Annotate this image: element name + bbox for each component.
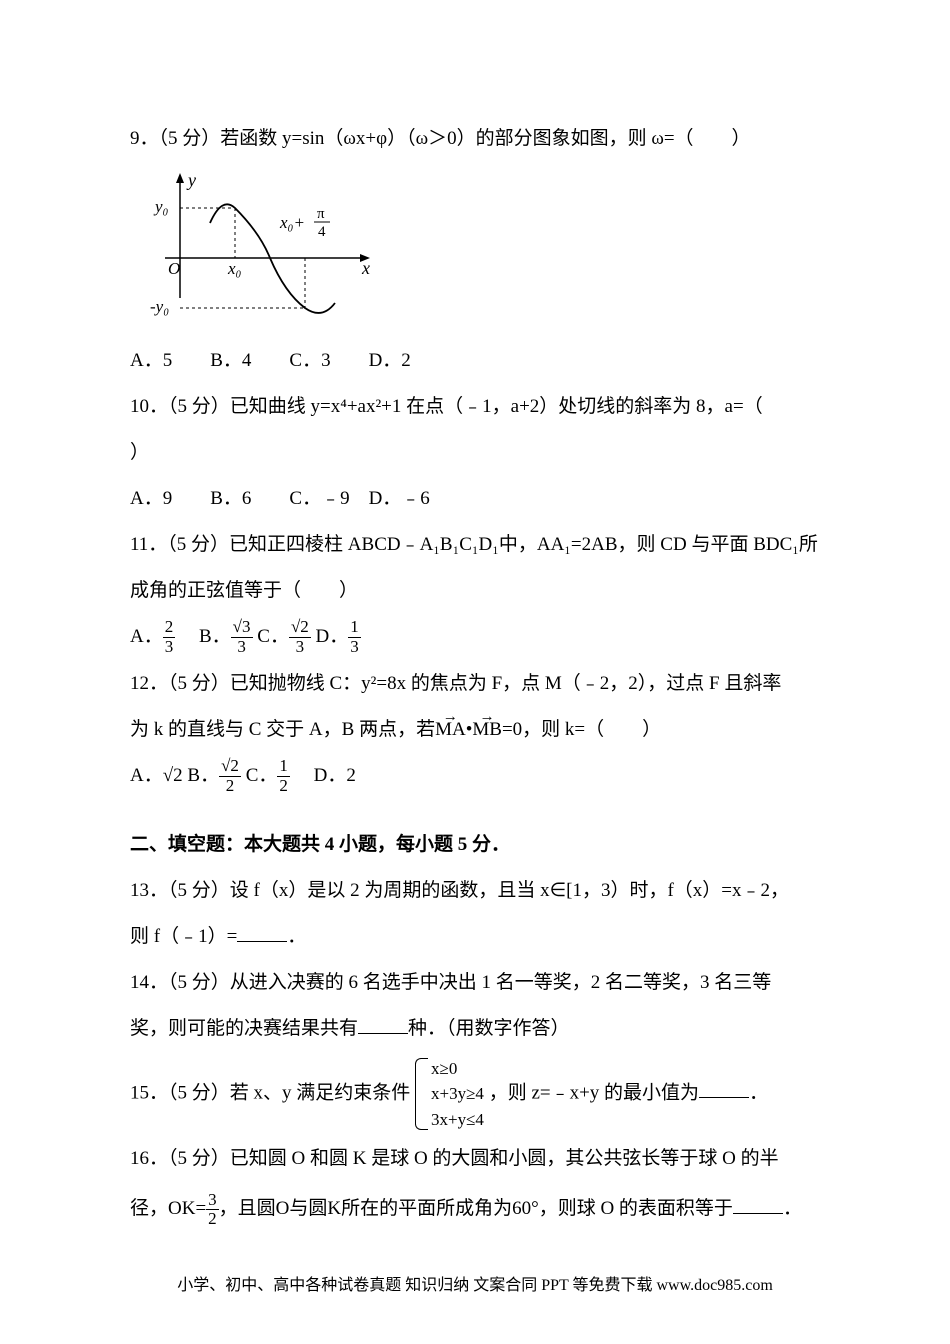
q15-sys3: 3x+y≤4 [431, 1107, 484, 1133]
question-10: 10．（5 分）已知曲线 y=x⁴+ax²+1 在点（﹣1，a+2）处切线的斜率… [130, 388, 820, 426]
q12-options: A．√2 B．√22 C．12 D．2 [130, 757, 820, 796]
q14-l2a: 奖，则可能的决赛结果共有 [130, 1018, 358, 1039]
svg-text:y: y [186, 170, 196, 190]
question-13-line1: 13．（5 分）设 f（x）是以 2 为周期的函数，且当 x∈[1，3）时，f（… [130, 872, 820, 910]
q12-d: D．2 [295, 765, 356, 786]
q12-l2a: 为 k 的直线与 C 交于 A，B 两点，若 [130, 719, 435, 740]
q12-vec-ma: MA [435, 711, 466, 749]
q15-blank [699, 1079, 749, 1098]
q12-c-frac: 12 [277, 757, 290, 795]
q12-a: A．√2 [130, 765, 183, 786]
q13-l2b: ． [287, 926, 306, 947]
q12-c: C． [246, 765, 278, 786]
q11-a-frac: 23 [163, 618, 176, 656]
q9-graph: O y x y₀ -y₀ x₀ x₀+ π 4 [150, 168, 820, 332]
question-12-line1: 12．（5 分）已知抛物线 C：y²=8x 的焦点为 F，点 M（﹣2，2），过… [130, 665, 820, 703]
question-16-line2: 径，OK=32，且圆O与圆K所在的平面所成角为60°，则球 O 的表面积等于 ． [130, 1190, 820, 1229]
q15-system: x≥0 x+3y≥4 3x+y≤4 [415, 1056, 484, 1133]
q11-c: C． [257, 626, 289, 647]
question-12-line2: 为 k 的直线与 C 交于 A，B 两点，若MA•MB=0，则 k=（ ） [130, 711, 820, 749]
q9-options: A．5 B．4 C．3 D．2 [130, 342, 820, 380]
q12-l2c: • [466, 719, 473, 740]
svg-text:x₀+: x₀+ [279, 213, 305, 232]
q16-blank [733, 1195, 783, 1214]
q11-options: A．23 B．√33 C．√23 D．13 [130, 618, 820, 657]
q12-b-frac: √22 [219, 757, 241, 795]
q15-c: ． [749, 1082, 768, 1103]
q15-sys1: x≥0 [431, 1056, 484, 1082]
question-16-line1: 16．（5 分）已知圆 O 和圆 K 是球 O 的大圆和小圆，其公共弦长等于球 … [130, 1140, 820, 1178]
q10-options: A．9 B．6 C．﹣9 D．﹣6 [130, 480, 820, 518]
svg-text:O: O [168, 259, 180, 278]
svg-text:y₀: y₀ [153, 197, 169, 216]
question-13-line2: 则 f（﹣1）= ． [130, 918, 820, 956]
question-14-line1: 14．（5 分）从进入决赛的 6 名选手中决出 1 名一等奖，2 名二等奖，3 … [130, 964, 820, 1002]
q12-b: B． [187, 765, 219, 786]
q11-c-frac: √23 [289, 618, 311, 656]
q15-b: ，则 z=﹣x+y 的最小值为 [489, 1082, 699, 1103]
q11-b-frac: √33 [231, 618, 253, 656]
q9-text: 9．（5 分）若函数 y=sin（ωx+φ）（ω＞0）的部分图象如图，则 ω=（… [130, 128, 751, 149]
q16-frac: 32 [206, 1191, 219, 1229]
footer: 小学、初中、高中各种试卷真题 知识归纳 文案合同 PPT 等免费下载 www.d… [0, 1270, 950, 1302]
question-11-line1: 11．（5 分）已知正四棱柱 ABCD﹣A₁B₁C₁D₁中，AA₁=2AB，则 … [130, 526, 820, 564]
question-11-line2: 成角的正弦值等于（ ） [130, 572, 820, 610]
q14-l2b: 种．（用数字作答） [408, 1018, 570, 1039]
q14-blank [358, 1015, 408, 1034]
q16-l2b: ，且圆O与圆K所在的平面所成角为60°，则球 O 的表面积等于 [219, 1198, 733, 1219]
svg-text:x₀: x₀ [227, 259, 242, 278]
section-2-title: 二、填空题：本大题共 4 小题，每小题 5 分． [130, 826, 820, 864]
question-14-line2: 奖，则可能的决赛结果共有 种．（用数字作答） [130, 1010, 820, 1048]
svg-text:4: 4 [318, 224, 326, 240]
q11-b: B． [180, 626, 231, 647]
q13-blank [237, 923, 287, 942]
q11-d: D． [316, 626, 349, 647]
q15-a: 15．（5 分）若 x、y 满足约束条件 [130, 1082, 410, 1103]
q11-a: A． [130, 626, 163, 647]
q12-l2e: =0，则 k=（ ） [502, 719, 661, 740]
svg-text:-y₀: -y₀ [150, 297, 169, 316]
q13-l2a: 则 f（﹣1）= [130, 926, 237, 947]
sine-graph-svg: O y x y₀ -y₀ x₀ x₀+ π 4 [150, 168, 380, 318]
question-15: 15．（5 分）若 x、y 满足约束条件 x≥0 x+3y≥4 3x+y≤4 ，… [130, 1056, 820, 1133]
q11-d-frac: 13 [348, 618, 361, 656]
q10-line1: 10．（5 分）已知曲线 y=x⁴+ax²+1 在点（﹣1，a+2）处切线的斜率… [130, 396, 763, 417]
q10-line2: ） [130, 434, 820, 472]
question-9: 9．（5 分）若函数 y=sin（ωx+φ）（ω＞0）的部分图象如图，则 ω=（… [130, 120, 820, 158]
svg-text:x: x [361, 258, 370, 278]
svg-text:π: π [317, 206, 325, 222]
q12-vec-mb: MB [472, 711, 502, 749]
q16-l2a: 径，OK= [130, 1198, 206, 1219]
q16-l2c: ． [783, 1198, 802, 1219]
q15-sys2: x+3y≥4 [431, 1081, 484, 1107]
